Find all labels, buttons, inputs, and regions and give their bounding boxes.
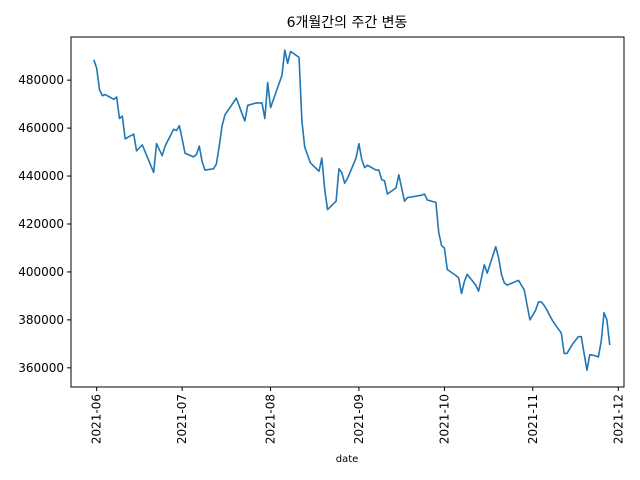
x-tick-label: 2021-06	[90, 394, 104, 444]
x-tick-label: 2021-10	[437, 394, 451, 444]
y-tick-label: 440000	[18, 169, 64, 183]
y-tick-label: 380000	[18, 313, 64, 327]
series-line	[93, 49, 611, 372]
x-axis-label: date	[336, 454, 359, 465]
y-tick-label: 360000	[18, 361, 64, 375]
x-tick-label: 2021-09	[352, 394, 366, 444]
y-tick-label: 420000	[18, 217, 64, 231]
x-tick-label: 2021-11	[526, 394, 540, 444]
x-tick-label: 2021-07	[175, 394, 189, 444]
y-tick-label: 400000	[18, 265, 64, 279]
x-tick-label: 2021-12	[611, 394, 625, 444]
y-tick-label: 460000	[18, 121, 64, 135]
plot-area: 360000 380000 400000 420000 440000 460000 4800…	[18, 36, 625, 444]
chart-title: 6개월간의 주간 변동	[287, 15, 408, 31]
y-tick-label: 480000	[18, 73, 64, 87]
axes-frame	[70, 36, 625, 388]
x-tick-label: 2021-08	[264, 394, 278, 444]
